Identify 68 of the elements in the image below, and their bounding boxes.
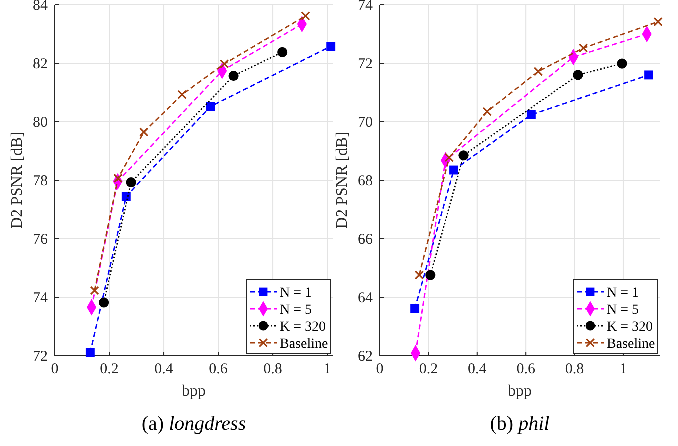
y-tick-label: 70 [358,114,373,131]
y-tick-label: 74 [358,0,374,14]
x-tick-label: 0.4 [154,362,174,378]
y-tick-label: 72 [33,348,48,365]
point [278,47,288,58]
point [139,128,149,137]
point [414,270,424,280]
x-tick-label: 0 [51,362,59,378]
text: (b) phil [490,413,550,435]
text: (a) longdress [142,413,246,435]
point [206,102,216,112]
point [99,298,110,308]
x-tick-label: 0.8 [565,362,584,378]
point [90,286,100,296]
point [534,67,544,76]
point [482,107,492,116]
point [220,59,230,69]
y-tick-label: 66 [358,232,374,248]
y-tick-label: 72 [358,56,373,72]
point [458,150,469,161]
point [178,90,187,100]
point [326,42,336,52]
y-tick-label: 64 [358,290,374,306]
y-tick-label: 68 [358,173,373,190]
point [617,58,628,69]
point [86,348,95,358]
point [444,153,454,162]
x-tick-label: 0.8 [264,362,282,378]
y-tick-label: 76 [33,232,48,248]
point [573,70,584,80]
legend-label: K = 320 [280,320,326,335]
legend-label: Baseline [607,337,656,352]
point [301,11,310,21]
y-tick-label: 74 [33,290,48,306]
point [410,304,420,314]
y-tick-label: 82 [33,56,48,72]
x-tick-label: 1 [620,362,628,378]
legend-label: N = 1 [607,286,640,301]
legend-label: Baseline [280,337,328,352]
y-tick-label: 62 [358,348,373,365]
y-axis-title: D2 PSNR [dB] [9,132,26,229]
point [654,17,663,27]
point [426,270,436,280]
point [126,178,136,188]
point [114,174,123,184]
point [122,192,131,202]
point [450,166,458,175]
x-axis-title: bpp [508,383,532,400]
point [578,44,588,53]
legend-label: N = 5 [280,303,312,318]
legend-label: K = 320 [607,320,654,335]
point [526,110,536,120]
x-axis-title: bpp [182,383,206,400]
x-tick-label: 0 [376,362,384,378]
x-tick-label: 0.6 [209,362,228,378]
y-tick-label: 84 [33,0,48,14]
point [644,70,654,80]
point [228,71,239,82]
legend-label: N = 1 [280,286,312,301]
y-tick-label: 78 [33,173,48,190]
x-tick-label: 0.4 [468,362,488,378]
y-tick-label: 80 [33,114,48,131]
x-tick-label: 0.2 [100,362,119,378]
legend-label: N = 5 [607,303,640,318]
x-tick-label: 0.2 [419,362,438,378]
x-tick-label: 0.6 [516,362,536,378]
x-tick-label: 1 [324,362,332,378]
y-axis-title: D2 PSNR [dB] [334,132,351,229]
